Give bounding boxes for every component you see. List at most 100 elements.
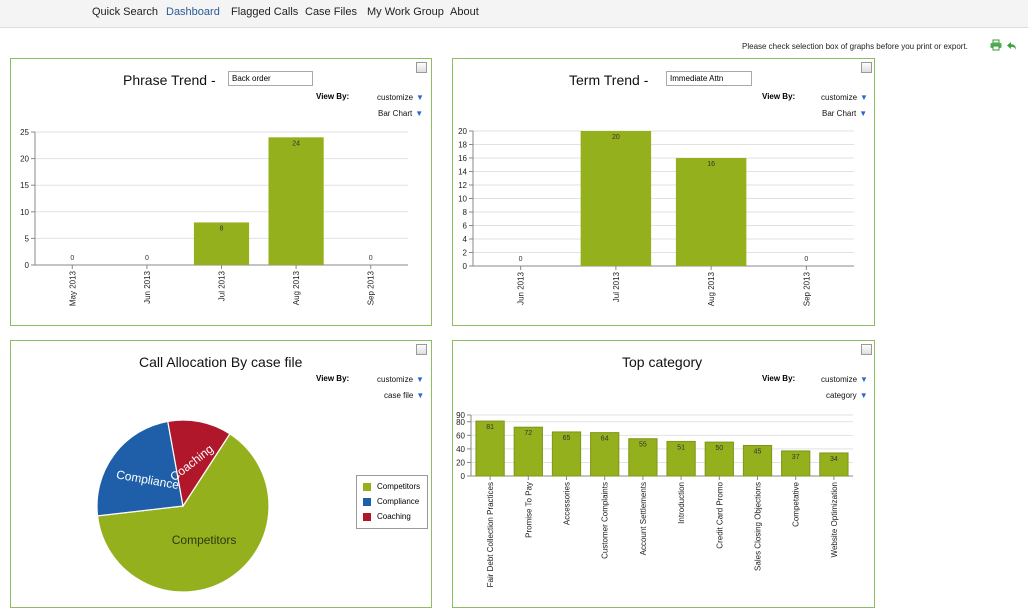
phrase-trend-panel: Phrase Trend - Back order View By: custo… (10, 58, 432, 326)
bar-value-label: 20 (612, 134, 620, 141)
view-by-label: View By: (316, 92, 350, 101)
bar (580, 131, 652, 266)
chart-type-dropdown[interactable]: Bar Chart ▼ (378, 109, 423, 118)
y-tick-label: 60 (456, 431, 465, 440)
bar-value-label: 72 (524, 430, 532, 437)
bar-value-label: 51 (677, 444, 685, 451)
y-tick-label: 2 (463, 249, 468, 258)
x-tick-label: Sep 2013 (802, 271, 811, 306)
x-tick-label: Credit Card Promo (715, 481, 724, 548)
customize-label: customize (821, 93, 858, 102)
term-trend-panel: Term Trend - Immediate Attn View By: cus… (452, 58, 875, 326)
x-tick-label: Sep 2013 (367, 270, 376, 305)
x-tick-label: Promise To Pay (524, 482, 533, 538)
y-tick-label: 10 (458, 195, 467, 204)
print-notice: Please check selection box of graphs bef… (742, 42, 968, 51)
phrase-trend-title: Phrase Trend - (123, 72, 216, 88)
bar-value-label: 64 (601, 436, 609, 443)
x-tick-label: Aug 2013 (292, 270, 301, 305)
x-tick-label: Sales Closing Objections (754, 482, 763, 571)
bar-value-label: 0 (369, 255, 373, 262)
chevron-down-icon: ▼ (415, 109, 424, 118)
customize-dropdown[interactable]: customize ▼ (377, 93, 424, 102)
top-category-panel: Top category View By: customize ▼ categor… (452, 340, 875, 608)
bar (666, 440, 696, 477)
nav-quick-search[interactable]: Quick Search (92, 6, 159, 18)
y-tick-label: 0 (25, 261, 30, 270)
phrase-trend-chart: 0 5 10 15 20 25 0 May 2013 0 Jun 2013 8 Jul 2013 24 A… (20, 128, 408, 306)
bar-value-label: 37 (792, 454, 800, 461)
nav-dashboard[interactable]: Dashboard (166, 6, 220, 18)
legend-item-coaching: Coaching (363, 512, 411, 521)
printer-icon[interactable] (990, 39, 1002, 51)
bar (193, 222, 250, 265)
nav-my-work-group[interactable]: My Work Group (367, 6, 444, 18)
x-tick-label: Customer Complaints (601, 482, 610, 559)
legend-item-compliance: Compliance (363, 497, 419, 506)
chevron-down-icon: ▼ (416, 375, 424, 384)
chevron-down-icon: ▼ (860, 375, 868, 384)
y-tick-label: 20 (456, 458, 465, 467)
phrase-select-checkbox[interactable] (416, 62, 427, 73)
bar-value-label: 81 (486, 424, 494, 431)
y-tick-label: 8 (463, 208, 468, 217)
y-tick-label: 40 (456, 445, 465, 454)
bar (675, 158, 747, 266)
bar-value-label: 0 (804, 256, 808, 263)
legend-swatch (363, 497, 371, 506)
y-tick-label: 12 (458, 181, 467, 190)
y-tick-label: 15 (20, 181, 29, 190)
group-by-label: case file (384, 391, 414, 400)
bar-value-label: 0 (145, 255, 149, 262)
topcat-select-checkbox[interactable] (861, 344, 872, 355)
x-tick-label: Aug 2013 (707, 271, 716, 306)
bar (590, 432, 620, 477)
x-tick-label: Competative (792, 481, 801, 526)
nav-flagged-calls[interactable]: Flagged Calls (231, 6, 299, 18)
allocation-select-checkbox[interactable] (416, 344, 427, 355)
x-tick-label: Introduction (677, 482, 686, 524)
top-nav: Quick Search Dashboard Flagged Calls Cas… (0, 0, 1028, 28)
y-tick-label: 5 (25, 234, 30, 243)
phrase-input[interactable]: Back order (228, 71, 313, 86)
y-tick-label: 20 (458, 127, 467, 136)
x-tick-label: Jun 2013 (517, 271, 526, 304)
chart-type-label: Bar Chart (378, 109, 413, 118)
y-tick-label: 10 (20, 208, 29, 217)
y-tick-label: 0 (461, 472, 466, 481)
customize-dropdown[interactable]: customize ▼ (821, 93, 868, 102)
customize-dropdown[interactable]: customize ▼ (821, 375, 868, 384)
term-input[interactable]: Immediate Attn (666, 71, 752, 86)
view-by-label: View By: (762, 374, 796, 383)
group-by-dropdown[interactable]: category ▼ (826, 391, 868, 400)
y-tick-label: 25 (20, 128, 29, 137)
bar-value-label: 0 (70, 255, 74, 262)
back-arrow-icon[interactable] (1007, 41, 1017, 51)
nav-case-files[interactable]: Case Files (305, 6, 357, 18)
term-trend-chart: 0 2 4 6 8 10 12 14 16 18 20 0 Jun 2013 20 Jul 2013 16 Au… (458, 127, 854, 306)
bar (551, 431, 582, 477)
x-tick-label: Fair Debt Collection Practices (486, 482, 495, 587)
group-by-dropdown[interactable]: case file ▼ (384, 391, 424, 400)
customize-dropdown[interactable]: customize ▼ (377, 375, 424, 384)
chart-type-dropdown[interactable]: Bar Chart ▼ (822, 109, 867, 118)
bar-value-label: 50 (715, 445, 723, 452)
x-tick-label: Jul 2013 (218, 270, 227, 301)
chevron-down-icon: ▼ (860, 93, 868, 102)
term-select-checkbox[interactable] (861, 62, 872, 73)
chevron-down-icon: ▼ (859, 109, 868, 118)
x-tick-label: Jun 2013 (143, 270, 152, 303)
customize-label: customize (377, 375, 414, 384)
bar-value-label: 65 (563, 435, 571, 442)
y-tick-label: 16 (458, 154, 467, 163)
y-tick-label: 4 (463, 235, 468, 244)
y-tick-label: 90 (456, 411, 465, 420)
bar-value-label: 0 (519, 256, 523, 263)
bar-value-label: 34 (830, 456, 838, 463)
pie-slice-label: Competitors (172, 533, 237, 547)
bar-value-label: 45 (754, 449, 762, 456)
call-allocation-panel: Call Allocation By case file View By: cu… (10, 340, 432, 608)
nav-about[interactable]: About (450, 6, 479, 18)
